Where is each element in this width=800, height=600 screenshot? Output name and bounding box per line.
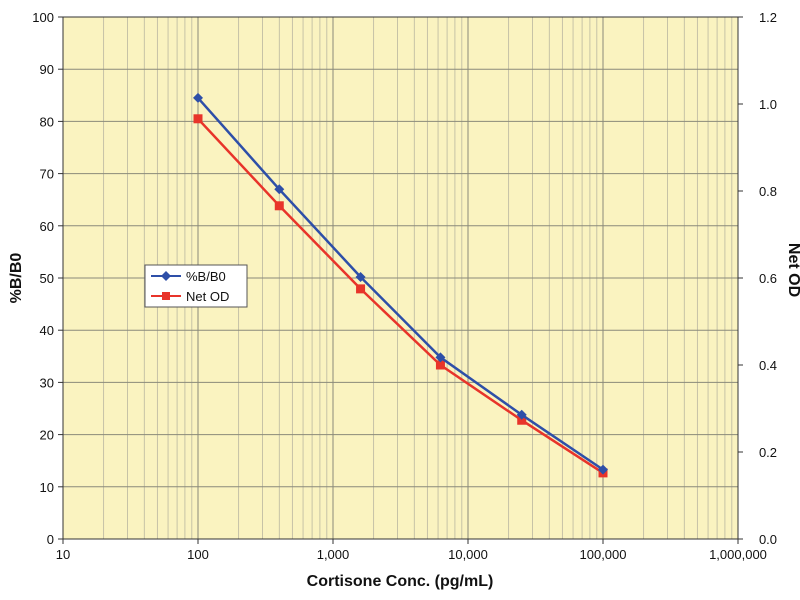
legend-marker-bb0: [161, 271, 171, 281]
y-right-tick-label: 0.8: [759, 184, 777, 199]
axis-ticks: 10 100 1,000 10,000 100,000 1,000,00001020304…: [32, 10, 777, 562]
x-tick-label: 10: [56, 547, 70, 562]
y-right-tick-label: 0.6: [759, 271, 777, 286]
data-point-bb0: [193, 92, 203, 103]
data-point-netod: [193, 114, 203, 124]
y-right-tick-label: 0.2: [759, 445, 777, 460]
data-point-bb0: [435, 352, 446, 363]
x-tick-label: 100: [187, 547, 209, 562]
y-right-tick-label: 0.4: [759, 358, 777, 373]
legend-marker-netod: [162, 292, 170, 300]
y-left-tick-label: 80: [40, 114, 54, 129]
x-axis-title: Cortisone Conc. (pg/mL): [307, 573, 494, 590]
data-point-bb0: [516, 409, 527, 420]
data-point-netod: [517, 415, 527, 425]
y-left-tick-label: 0: [47, 532, 54, 547]
y-left-tick-label: 20: [40, 428, 54, 443]
y-right-tick-label: 1.2: [759, 10, 777, 25]
data-point-netod: [356, 284, 366, 294]
data-point-bb0: [355, 271, 366, 282]
y-left-tick-label: 60: [40, 219, 54, 234]
legend-label-netod: Net OD: [186, 289, 229, 304]
y-right-tick-label: 0.0: [759, 532, 777, 547]
y-left-tick-label: 70: [40, 167, 54, 182]
y-left-tick-label: 10: [40, 480, 54, 495]
y-left-tick-label: 100: [32, 10, 54, 25]
data-point-bb0: [274, 184, 285, 195]
series-line-netod: [197, 117, 604, 474]
x-tick-label: 1,000,000: [709, 547, 767, 562]
series: [193, 92, 608, 478]
data-point-bb0: [598, 464, 608, 475]
y-axis-right-title: Net OD: [785, 243, 800, 297]
y-left-tick-label: 40: [40, 323, 54, 338]
legend-label-bb0: %B/B0: [186, 269, 226, 284]
series-line-bb0: [197, 97, 604, 471]
legend: %B/B0 Net OD: [144, 264, 248, 308]
data-point-netod: [435, 360, 445, 370]
x-tick-label: 10,000: [448, 547, 488, 562]
y-left-tick-label: 50: [40, 271, 54, 286]
x-tick-label: 100,000: [580, 547, 627, 562]
y-axis-left-title: %B/B0: [8, 253, 25, 304]
y-left-tick-label: 90: [40, 62, 54, 77]
x-tick-label: 1,000: [317, 547, 350, 562]
data-point-netod: [274, 201, 284, 211]
y-right-tick-label: 1.0: [759, 97, 777, 112]
y-left-tick-label: 30: [40, 375, 54, 390]
